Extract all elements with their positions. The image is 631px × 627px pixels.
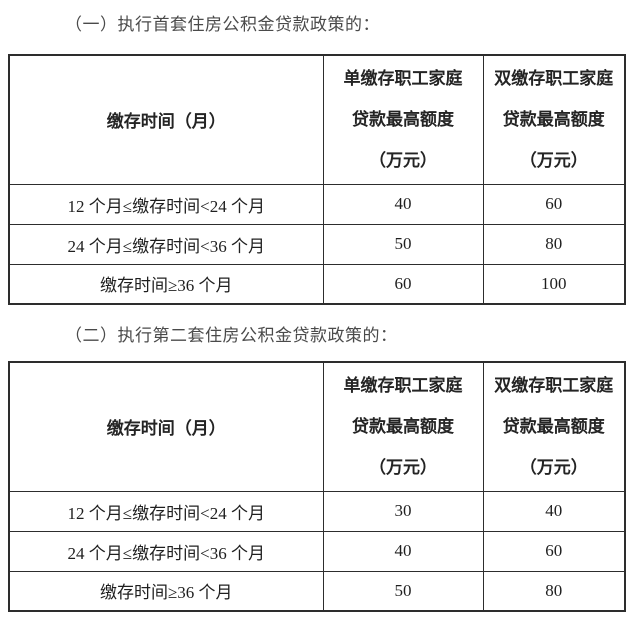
single-family-limit-cell: 60 [322,263,484,305]
single-family-limit-cell: 40 [322,530,484,572]
double-family-limit-cell: 80 [482,223,626,265]
table-row: 24 个月≤缴存时间<36 个月 40 60 [8,530,626,572]
single-family-limit-cell: 50 [322,223,484,265]
table-row: 24 个月≤缴存时间<36 个月 50 80 [8,223,626,265]
section-1-heading: （一）执行首套住房公积金贷款政策的： [65,15,380,34]
header-line: 双缴存职工家庭 [494,376,614,396]
col-header-single-family: 单缴存职工家庭 贷款最高额度 （万元） [322,361,484,492]
double-family-limit-cell: 100 [482,263,626,305]
single-family-limit-cell: 30 [322,490,484,532]
deposit-time-cell: 24 个月≤缴存时间<36 个月 [8,223,324,265]
col-header-deposit-time: 缴存时间（月） [8,54,324,185]
col-header-single-family: 单缴存职工家庭 贷款最高额度 （万元） [322,54,484,185]
table-header-row: 缴存时间（月） 单缴存职工家庭 贷款最高额度 （万元） 双缴存职工家庭 贷款最高… [8,361,626,492]
table-row: 12 个月≤缴存时间<24 个月 30 40 [8,490,626,532]
deposit-time-cell: 缴存时间≥36 个月 [8,570,324,612]
table-header-row: 缴存时间（月） 单缴存职工家庭 贷款最高额度 （万元） 双缴存职工家庭 贷款最高… [8,54,626,185]
double-family-limit-cell: 40 [482,490,626,532]
header-line: 贷款最高额度 [352,110,454,130]
header-line: （万元） [369,458,437,478]
single-family-limit-cell: 40 [322,183,484,225]
header-line: 贷款最高额度 [352,417,454,437]
col-header-double-family: 双缴存职工家庭 贷款最高额度 （万元） [482,361,626,492]
second-home-loan-table: 缴存时间（月） 单缴存职工家庭 贷款最高额度 （万元） 双缴存职工家庭 贷款最高… [8,361,626,612]
col-header-deposit-time: 缴存时间（月） [8,361,324,492]
header-line: 双缴存职工家庭 [494,69,614,89]
double-family-limit-cell: 60 [482,530,626,572]
section-2-heading: （二）执行第二套住房公积金贷款政策的： [65,326,398,345]
deposit-time-cell: 缴存时间≥36 个月 [8,263,324,305]
table-row: 缴存时间≥36 个月 60 100 [8,263,626,305]
header-line: （万元） [519,151,588,171]
table-row: 缴存时间≥36 个月 50 80 [8,570,626,612]
header-line: 单缴存职工家庭 [343,69,463,89]
single-family-limit-cell: 50 [322,570,484,612]
deposit-time-cell: 24 个月≤缴存时间<36 个月 [8,530,324,572]
header-line: 贷款最高额度 [502,417,605,437]
table-row: 12 个月≤缴存时间<24 个月 40 60 [8,183,626,225]
col-header-double-family: 双缴存职工家庭 贷款最高额度 （万元） [482,54,626,185]
header-line: （万元） [519,458,588,478]
deposit-time-cell: 12 个月≤缴存时间<24 个月 [8,183,324,225]
first-home-loan-table: 缴存时间（月） 单缴存职工家庭 贷款最高额度 （万元） 双缴存职工家庭 贷款最高… [8,54,626,305]
double-family-limit-cell: 80 [482,570,626,612]
header-line: （万元） [369,151,437,171]
deposit-time-cell: 12 个月≤缴存时间<24 个月 [8,490,324,532]
header-line: 单缴存职工家庭 [343,376,463,396]
header-line: 贷款最高额度 [502,110,605,130]
double-family-limit-cell: 60 [482,183,626,225]
